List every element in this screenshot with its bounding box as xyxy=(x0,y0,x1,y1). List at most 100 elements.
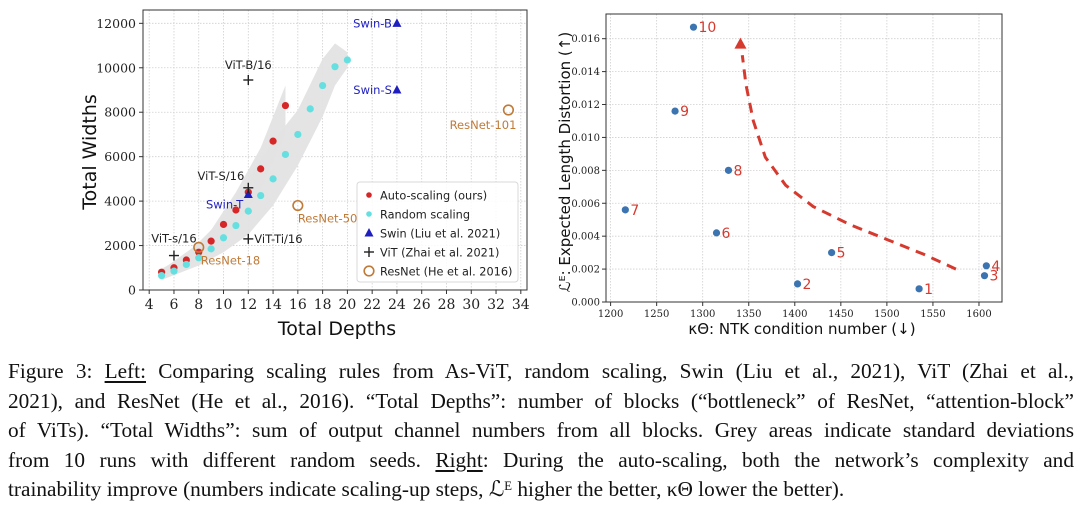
scaling-step-point: 5 xyxy=(828,246,846,262)
x-tick-label: 4 xyxy=(145,297,154,313)
caption-underlined-label: Right xyxy=(435,447,483,472)
legend-label: Swin (Liu et al. 2021) xyxy=(380,227,500,240)
data-point xyxy=(343,56,351,64)
y-tick-label: 0 xyxy=(128,283,136,298)
point-label: ViT-Ti/16 xyxy=(254,232,302,246)
scaling-step-point: 4 xyxy=(982,259,1000,275)
legend: Auto-scaling (ours) Random scaling Swin (L… xyxy=(356,181,519,283)
data-point xyxy=(257,165,265,173)
data-point xyxy=(244,207,252,215)
data-point xyxy=(269,137,277,145)
x-tick-label: 10 xyxy=(215,297,233,313)
data-point xyxy=(982,262,990,270)
data-point xyxy=(281,150,290,159)
legend-item: Random scaling xyxy=(366,208,470,221)
data-point xyxy=(232,206,240,214)
x-tick-label: 1600 xyxy=(966,309,991,320)
data-point-vit-b-16 xyxy=(243,75,254,85)
caption-line: trainability improve (numbers indicate s… xyxy=(8,477,845,501)
y-tick-label: 4000 xyxy=(104,194,136,209)
data-point xyxy=(980,272,989,280)
point-label: ViT-S/16 xyxy=(198,169,245,183)
y-tick-label: 0.010 xyxy=(571,133,600,144)
data-point-vit-ti-16 xyxy=(243,233,254,244)
step-label: 6 xyxy=(722,226,731,242)
data-point xyxy=(207,237,215,245)
legend-box xyxy=(356,181,519,283)
data-point xyxy=(319,81,327,90)
step-label: 7 xyxy=(630,203,639,219)
data-point-resnet-18 xyxy=(193,241,205,253)
point-label: ResNet-50 xyxy=(298,212,358,226)
data-point-vit-s-16 xyxy=(168,250,179,261)
y-tick-label: 12000 xyxy=(96,16,136,31)
x-tick-label: 26 xyxy=(413,297,431,313)
y-tick-label: 0.008 xyxy=(571,166,600,177)
x-tick-label: 6 xyxy=(170,297,179,313)
data-point xyxy=(257,191,265,200)
left-chart-scaling-rules: 4 6 8 10 12 14 16 18 20 22 24 26 28 30 32 34 0 2000 4000 60… xyxy=(79,9,530,340)
scaling-step-point: 7 xyxy=(621,203,639,219)
data-point xyxy=(182,260,190,269)
data-point xyxy=(331,63,339,71)
data-point xyxy=(294,130,302,139)
x-tick-label: 1250 xyxy=(644,309,669,320)
data-point xyxy=(712,229,721,237)
scaling-step-point: 2 xyxy=(793,277,811,293)
series-auto-scaling xyxy=(157,101,290,276)
legend-marker-dot xyxy=(366,211,372,217)
y-tick-label: 0.012 xyxy=(571,100,600,111)
x-tick-label: 1450 xyxy=(828,309,853,320)
step-label: 3 xyxy=(990,269,999,285)
x-tick-label: 22 xyxy=(363,297,381,313)
step-label: 5 xyxy=(837,246,846,262)
series-resnet: ResNet-18 ResNet-50 ResNet-101 xyxy=(193,104,516,267)
x-tick-label: 16 xyxy=(289,297,307,313)
step-label: 8 xyxy=(733,163,742,179)
x-tick-label: 24 xyxy=(388,297,406,313)
y-axis-label: ℒᴱ: Expected Length Distortion (↑) xyxy=(556,32,574,292)
x-axis-label: Total Depths xyxy=(277,318,396,340)
x-tick-label: 8 xyxy=(194,297,203,313)
point-label: ResNet-18 xyxy=(201,253,261,267)
step-label: 10 xyxy=(698,20,716,36)
data-point-swin-s xyxy=(392,85,402,94)
x-tick-label: 34 xyxy=(512,297,530,313)
legend-label: ViT (Zhai et al. 2021) xyxy=(380,246,499,259)
data-point xyxy=(671,107,679,115)
plot-frame xyxy=(142,9,528,291)
y-tick-label: 2000 xyxy=(104,238,136,253)
trend-arrow-head xyxy=(734,37,747,49)
y-tick-label: 10000 xyxy=(96,60,136,75)
x-tick-label: 14 xyxy=(264,297,282,313)
scaling-step-point: 10 xyxy=(689,20,716,36)
data-point xyxy=(828,249,836,257)
data-point-resnet-50 xyxy=(292,199,304,212)
legend-item: ResNet (He et al. 2016) xyxy=(363,265,512,278)
figure-caption: Figure 3: Left: Comparing scaling rules … xyxy=(8,357,1074,505)
std-band-random-std xyxy=(161,43,348,281)
y-tick-label: 0.014 xyxy=(571,67,600,78)
legend-marker-circle-open xyxy=(363,265,375,277)
y-tick-label: 0.002 xyxy=(571,265,600,276)
legend-item: ViT (Zhai et al. 2021) xyxy=(364,246,499,259)
data-point xyxy=(915,285,923,293)
point-label: Swin-S xyxy=(353,83,392,97)
data-point xyxy=(724,166,733,174)
point-label: Swin-T xyxy=(206,197,244,211)
x-axis-label: κΘ: NTK condition number (↓) xyxy=(688,320,915,338)
y-tick-label: 6000 xyxy=(104,149,136,164)
right-chart-ntk-vs-distortion: 1200 1250 1300 1350 1400 1450 1500 1550 1600 0.00… xyxy=(556,13,1003,338)
series-random xyxy=(157,56,351,280)
y-tick-label: 0.006 xyxy=(571,199,600,210)
legend-item: Auto-scaling (ours) xyxy=(366,189,487,202)
scaling-step-point: 1 xyxy=(915,282,933,298)
legend-label: Auto-scaling (ours) xyxy=(380,189,487,202)
caption-underlined-label: Left: xyxy=(104,359,146,383)
x-tick-label: 1200 xyxy=(598,309,623,320)
x-tick-label: 32 xyxy=(487,297,505,313)
data-point xyxy=(269,175,277,183)
data-point-resnet-101 xyxy=(502,104,515,116)
legend-marker-plus xyxy=(364,247,374,257)
point-label: ViT-B/16 xyxy=(225,58,272,72)
